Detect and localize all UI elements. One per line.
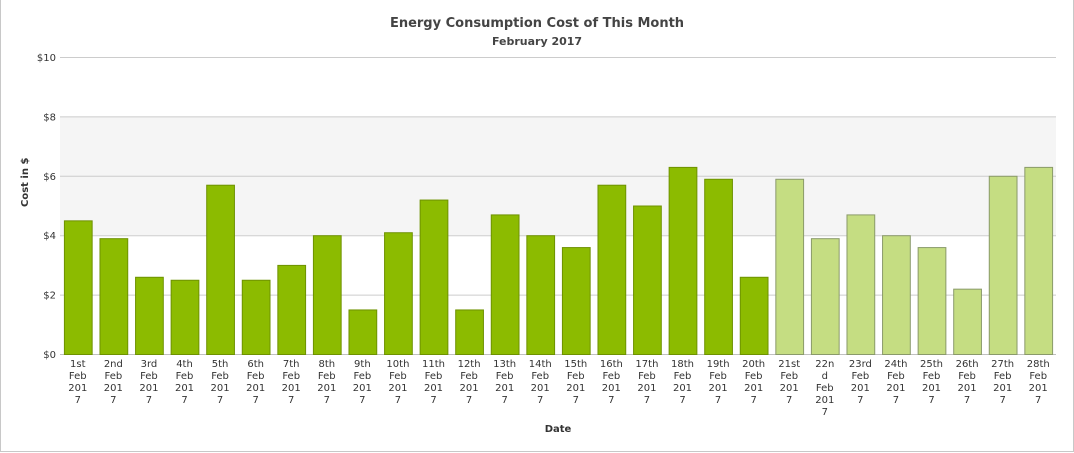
x-tick-label: 28th Feb 201 7 <box>1027 359 1050 406</box>
x-tick-label: 12th Feb 201 7 <box>458 359 481 406</box>
x-tick-label: 1st Feb 201 7 <box>68 359 87 406</box>
bar-forecast <box>917 247 947 355</box>
x-tick-label: 19th Feb 201 7 <box>707 359 730 406</box>
bar-actual <box>704 178 733 355</box>
x-tick-label: 3rd Feb 201 7 <box>139 359 158 406</box>
x-tick-label: 16th Feb 201 7 <box>600 359 623 406</box>
bar-forecast <box>846 214 876 355</box>
x-tick-label: 27th Feb 201 7 <box>991 359 1014 406</box>
bar-forecast <box>988 175 1018 355</box>
bar-actual <box>348 309 378 356</box>
x-tick-label: 15th Feb 201 7 <box>564 359 587 406</box>
bar-actual <box>419 199 449 355</box>
x-tick-label: 26th Feb 201 7 <box>956 359 979 406</box>
bar-actual <box>241 279 271 355</box>
x-tick-label: 11th Feb 201 7 <box>422 359 445 406</box>
bar-actual <box>63 220 93 355</box>
bar-actual <box>633 205 662 355</box>
y-tick-label: $10 <box>37 53 56 64</box>
bar-actual <box>739 276 769 355</box>
x-tick-label: 20th Feb 201 7 <box>742 359 765 406</box>
bar-actual <box>277 264 307 355</box>
x-tick-label: 22n d Feb 201 7 <box>815 359 834 418</box>
x-tick-label: 9th Feb 201 7 <box>353 359 372 406</box>
x-tick-label: 2nd Feb 201 7 <box>104 359 123 406</box>
x-tick-label: 5th Feb 201 7 <box>211 359 230 406</box>
x-tick-label: 6th Feb 201 7 <box>246 359 265 406</box>
bar-forecast <box>775 178 805 355</box>
bar-forecast <box>810 238 840 355</box>
x-tick-label: 14th Feb 201 7 <box>529 359 552 406</box>
bar-forecast <box>953 288 982 355</box>
y-tick-label: $2 <box>43 291 56 302</box>
bar-actual <box>526 235 556 355</box>
bar-forecast <box>1024 166 1054 355</box>
bar-actual <box>206 184 235 355</box>
x-tick-label: 10th Feb 201 7 <box>386 359 409 406</box>
x-tick-label: 21st Feb 201 7 <box>778 359 800 406</box>
y-tick-label: $0 <box>43 350 56 361</box>
bar-actual <box>312 235 342 355</box>
bar-actual <box>597 184 627 355</box>
chart-title: Energy Consumption Cost of This Month <box>389 16 685 31</box>
x-tick-label: 25th Feb 201 7 <box>920 359 943 406</box>
chart-subtitle: February 2017 <box>491 35 583 48</box>
bar-actual <box>668 166 698 355</box>
y-tick-label: $4 <box>43 231 56 242</box>
bar-actual <box>455 309 484 356</box>
x-tick-label: 17th Feb 201 7 <box>635 359 658 406</box>
bar-actual <box>135 276 164 355</box>
bar-actual <box>490 214 520 355</box>
x-tick-label: 24th Feb 201 7 <box>884 359 907 406</box>
x-tick-label: 7th Feb 201 7 <box>282 359 301 406</box>
x-axis-label: Date <box>544 424 572 435</box>
y-tick-label: $8 <box>43 112 56 123</box>
x-tick-label: 8th Feb 201 7 <box>317 359 336 406</box>
bar-forecast <box>882 235 911 355</box>
bar-actual <box>384 232 413 355</box>
y-tick-label: $6 <box>43 172 56 183</box>
x-tick-label: 13th Feb 201 7 <box>493 359 516 406</box>
x-tick-label: 18th Feb 201 7 <box>671 359 694 406</box>
x-tick-label: 23rd Feb 201 7 <box>849 359 872 406</box>
x-tick-label: 4th Feb 201 7 <box>175 359 194 406</box>
bar-actual <box>170 279 200 355</box>
bar-actual <box>561 247 591 355</box>
bar-actual <box>99 238 129 355</box>
